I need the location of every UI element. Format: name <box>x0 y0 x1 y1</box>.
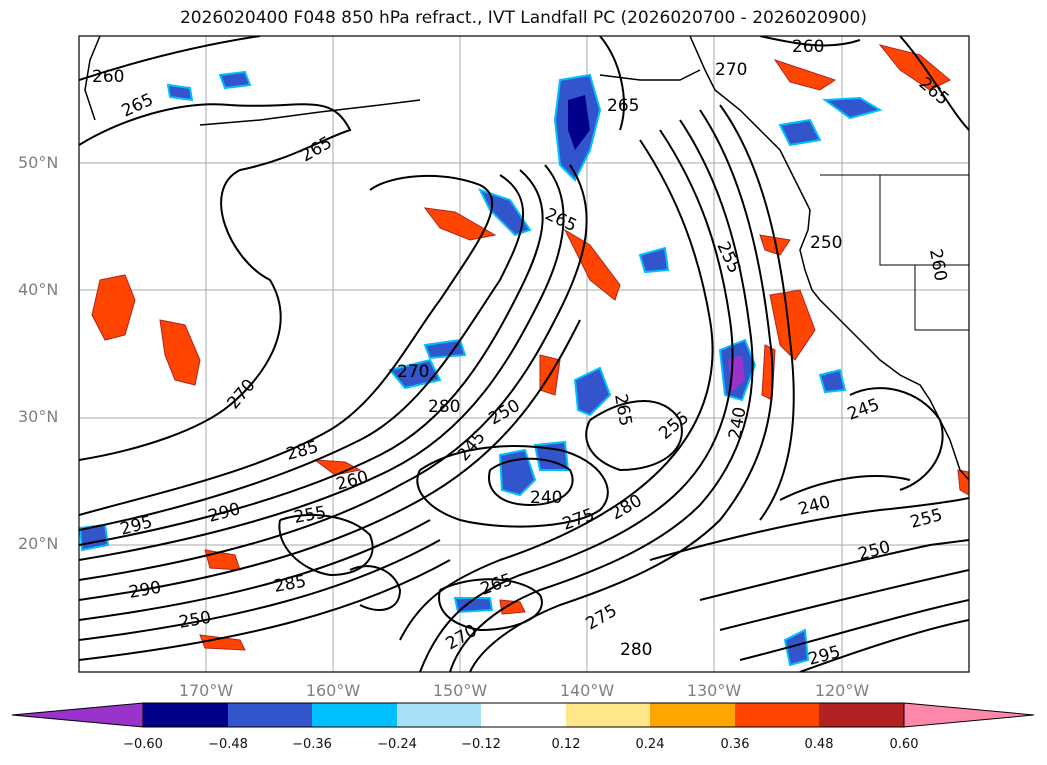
colorbar-tick: 0.36 <box>720 737 750 752</box>
colorbar-tick: −0.48 <box>208 737 248 752</box>
contour-label: 280 <box>428 397 460 417</box>
colorbar-tick: 0.24 <box>635 737 665 752</box>
contour-label: 260 <box>92 67 124 87</box>
colorbar-tick: −0.60 <box>123 737 163 752</box>
contour-label: 270 <box>397 362 429 382</box>
contour-label: 280 <box>620 640 652 660</box>
contour-label: 270 <box>715 60 747 80</box>
colorbar-tick: −0.36 <box>292 737 332 752</box>
colorbar <box>11 702 1035 728</box>
colorbar-tick: −0.24 <box>377 737 417 752</box>
lat-label: 50°N <box>18 153 59 172</box>
contour-label: 265 <box>607 96 639 116</box>
lon-label: 120°W <box>814 681 870 700</box>
map-frame <box>78 35 970 673</box>
contour-lines <box>79 36 969 672</box>
contour-label: 260 <box>792 37 824 57</box>
colorbar-tick: 0.12 <box>551 737 581 752</box>
lat-label: 40°N <box>18 280 59 299</box>
lon-label: 130°W <box>686 681 742 700</box>
contour-label: 250 <box>810 233 842 253</box>
colorbar-tick: 0.48 <box>804 737 834 752</box>
filled-anomalies <box>79 44 969 667</box>
colorbar-tick: −0.12 <box>461 737 501 752</box>
borders <box>820 174 969 331</box>
lon-label: 160°W <box>305 681 361 700</box>
contour-label: 240 <box>530 488 562 508</box>
lat-label: 20°N <box>18 534 59 553</box>
colorbar-tick: 0.60 <box>889 737 919 752</box>
map-title: 2026020400 F048 850 hPa refract., IVT La… <box>179 8 867 28</box>
lat-label: 30°N <box>18 407 59 426</box>
lon-label: 170°W <box>178 681 234 700</box>
lon-label: 150°W <box>432 681 488 700</box>
lon-label: 140°W <box>559 681 615 700</box>
